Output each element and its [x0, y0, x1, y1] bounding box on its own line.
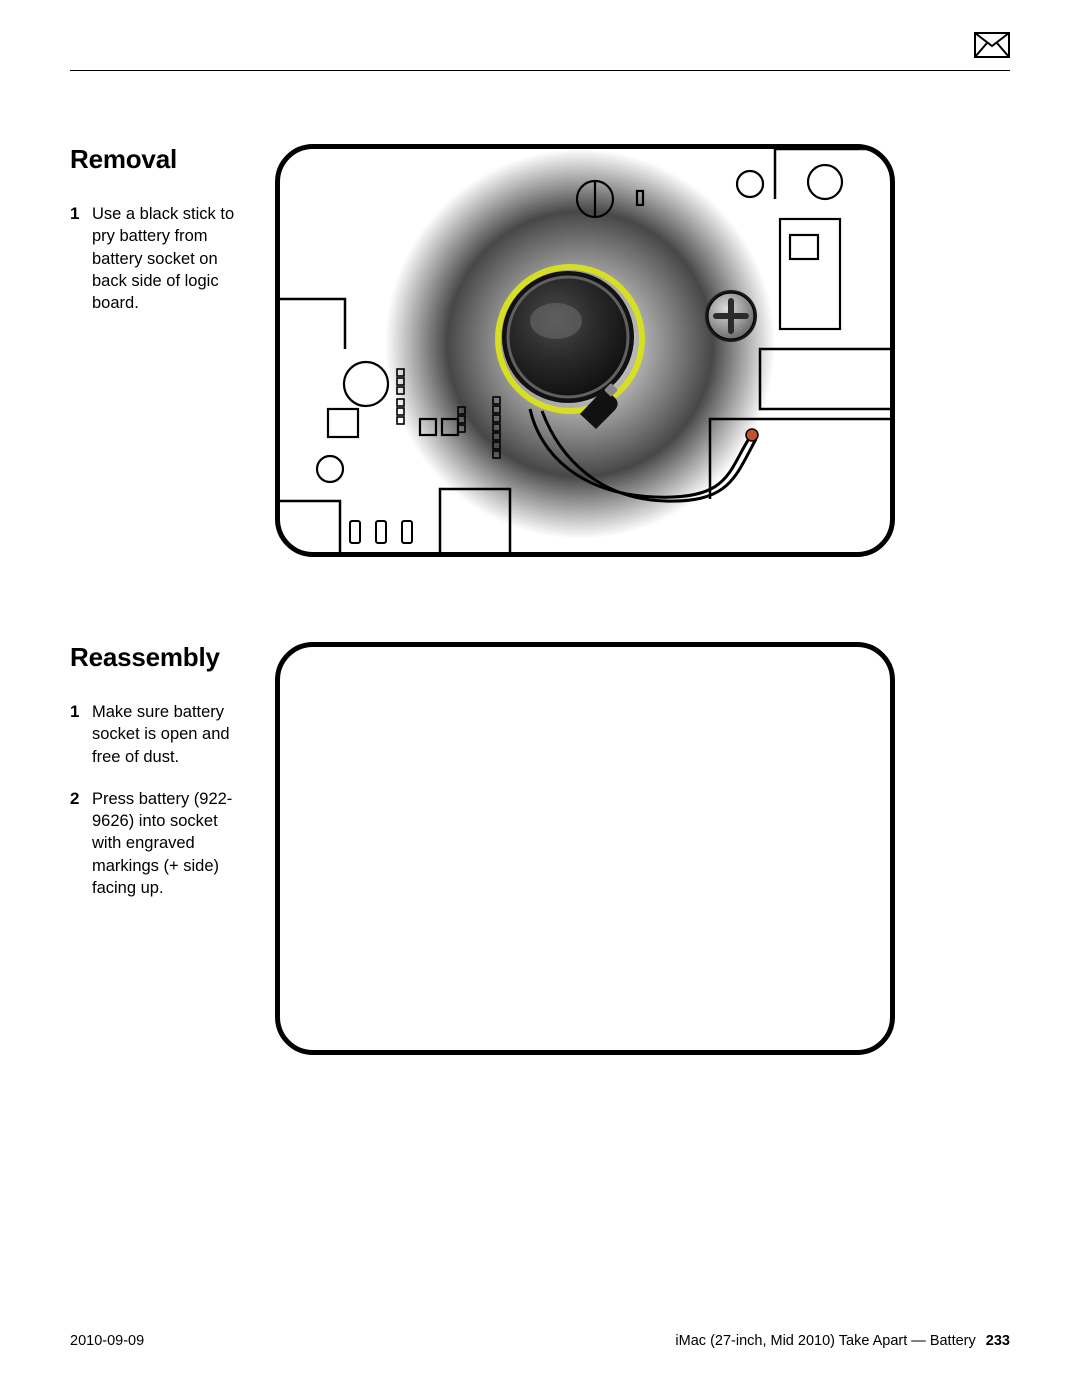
reassembly-heading: Reassembly: [70, 642, 251, 673]
feedback-envelope-icon[interactable]: [974, 32, 1010, 58]
section-reassembly: Reassembly Make sure battery socket is o…: [70, 642, 1010, 1055]
removal-figure: [275, 144, 895, 557]
removal-step-1: Use a black stick to pry battery from ba…: [70, 203, 251, 314]
reassembly-step-2: Press battery (922-9626) into socket wit…: [70, 788, 251, 899]
removal-text-column: Removal Use a black stick to pry battery…: [70, 144, 275, 334]
reassembly-step-1: Make sure battery socket is open and fre…: [70, 701, 251, 768]
removal-steps: Use a black stick to pry battery from ba…: [70, 203, 251, 314]
reassembly-steps: Make sure battery socket is open and fre…: [70, 701, 251, 899]
reassembly-figure: [275, 642, 895, 1055]
reassembly-text-column: Reassembly Make sure battery socket is o…: [70, 642, 275, 919]
reassembly-figure-column: [275, 642, 1010, 1055]
removal-heading: Removal: [70, 144, 251, 175]
page: Removal Use a black stick to pry battery…: [0, 0, 1080, 1397]
footer-page-number: 233: [986, 1333, 1010, 1349]
footer-right: iMac (27-inch, Mid 2010) Take Apart — Ba…: [675, 1333, 1010, 1349]
section-removal: Removal Use a black stick to pry battery…: [70, 144, 1010, 557]
removal-figure-column: [275, 144, 1010, 557]
footer-doc-title: iMac (27-inch, Mid 2010) Take Apart — Ba…: [675, 1333, 975, 1349]
footer-date: 2010-09-09: [70, 1333, 144, 1349]
page-footer: 2010-09-09 iMac (27-inch, Mid 2010) Take…: [70, 1333, 1010, 1349]
header-rule: [70, 70, 1010, 71]
